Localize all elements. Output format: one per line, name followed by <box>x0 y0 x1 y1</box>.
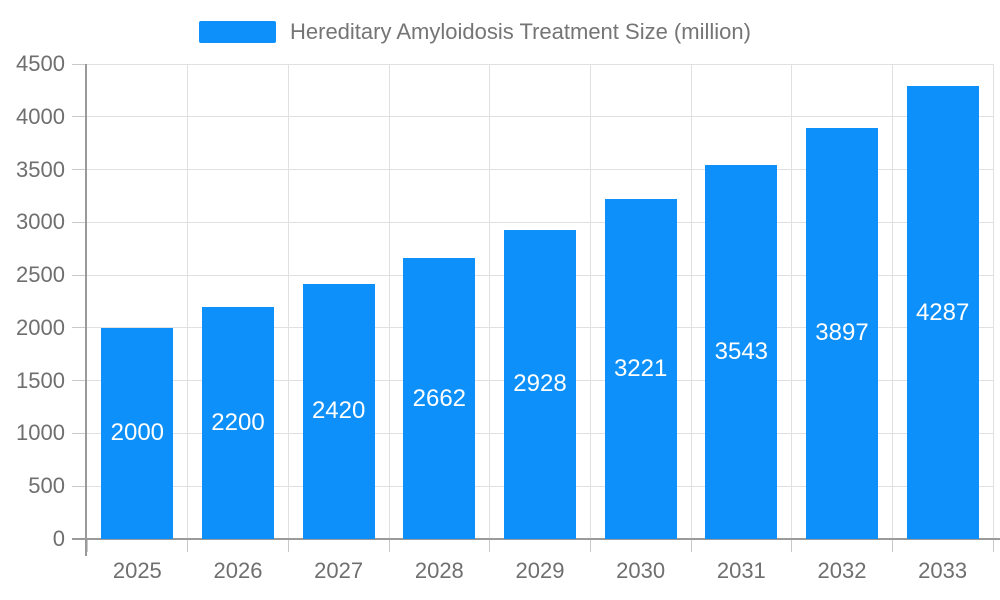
x-axis-tick <box>690 539 692 552</box>
y-axis-tick-label: 3000 <box>16 209 65 235</box>
x-axis-tick <box>287 539 289 552</box>
x-axis-tick <box>489 539 491 552</box>
legend-label: Hereditary Amyloidosis Treatment Size (m… <box>290 19 751 44</box>
y-axis-tick-label: 2000 <box>16 314 65 340</box>
y-axis-tick-label: 1500 <box>16 367 65 393</box>
x-axis-tick-label: 2027 <box>314 558 364 583</box>
x-axis-tick <box>388 539 390 552</box>
x-axis-tick-label: 2031 <box>716 558 766 583</box>
grid-line-vertical <box>992 64 994 539</box>
y-axis-tick-label: 4000 <box>16 103 65 129</box>
bar[interactable] <box>604 199 677 539</box>
y-axis-tick-label: 3500 <box>16 156 65 182</box>
x-axis-tick-label: 2032 <box>817 558 867 583</box>
x-axis-tick-label: 2033 <box>918 558 968 583</box>
x-axis-tick <box>992 539 994 552</box>
bar[interactable] <box>202 306 274 539</box>
grid-line-vertical <box>489 64 491 539</box>
x-axis-line <box>72 538 1000 540</box>
y-axis-tick-label: 2500 <box>16 262 65 288</box>
x-axis-tick-label: 2028 <box>414 558 464 583</box>
bar[interactable] <box>403 258 476 539</box>
y-axis-tick-label: 1000 <box>16 420 65 446</box>
x-axis-tick-label: 2026 <box>213 558 263 583</box>
grid-line-vertical <box>690 64 692 539</box>
x-axis-tick <box>891 539 893 552</box>
grid-line-vertical <box>891 64 893 539</box>
bar[interactable] <box>302 283 375 539</box>
bar[interactable] <box>504 229 576 539</box>
bar[interactable] <box>806 127 878 539</box>
grid-line-horizontal <box>87 116 993 118</box>
grid-line-vertical <box>791 64 793 539</box>
y-axis-tick-label: 500 <box>28 473 65 499</box>
x-axis-tick-label: 2029 <box>515 558 565 583</box>
grid-line-vertical <box>589 64 591 539</box>
x-axis-tick <box>589 539 591 552</box>
y-axis-tick-label: 4500 <box>16 51 65 76</box>
legend-swatch <box>199 21 276 43</box>
x-axis-tick <box>187 539 189 552</box>
grid-line-vertical <box>287 64 289 539</box>
grid-line-horizontal <box>87 63 993 65</box>
y-axis-tick-label: 0 <box>52 526 65 551</box>
x-axis-tick-label: 2030 <box>616 558 666 583</box>
x-axis-tick-label: 2025 <box>112 558 162 583</box>
bar[interactable] <box>705 165 778 539</box>
x-axis-tick <box>791 539 793 552</box>
grid-line-vertical <box>187 64 189 539</box>
y-axis-line <box>85 64 87 556</box>
grid-line-vertical <box>388 64 390 539</box>
bar[interactable] <box>101 327 174 539</box>
bar[interactable] <box>906 86 979 539</box>
chart-legend[interactable]: Hereditary Amyloidosis Treatment Size (m… <box>199 21 751 43</box>
